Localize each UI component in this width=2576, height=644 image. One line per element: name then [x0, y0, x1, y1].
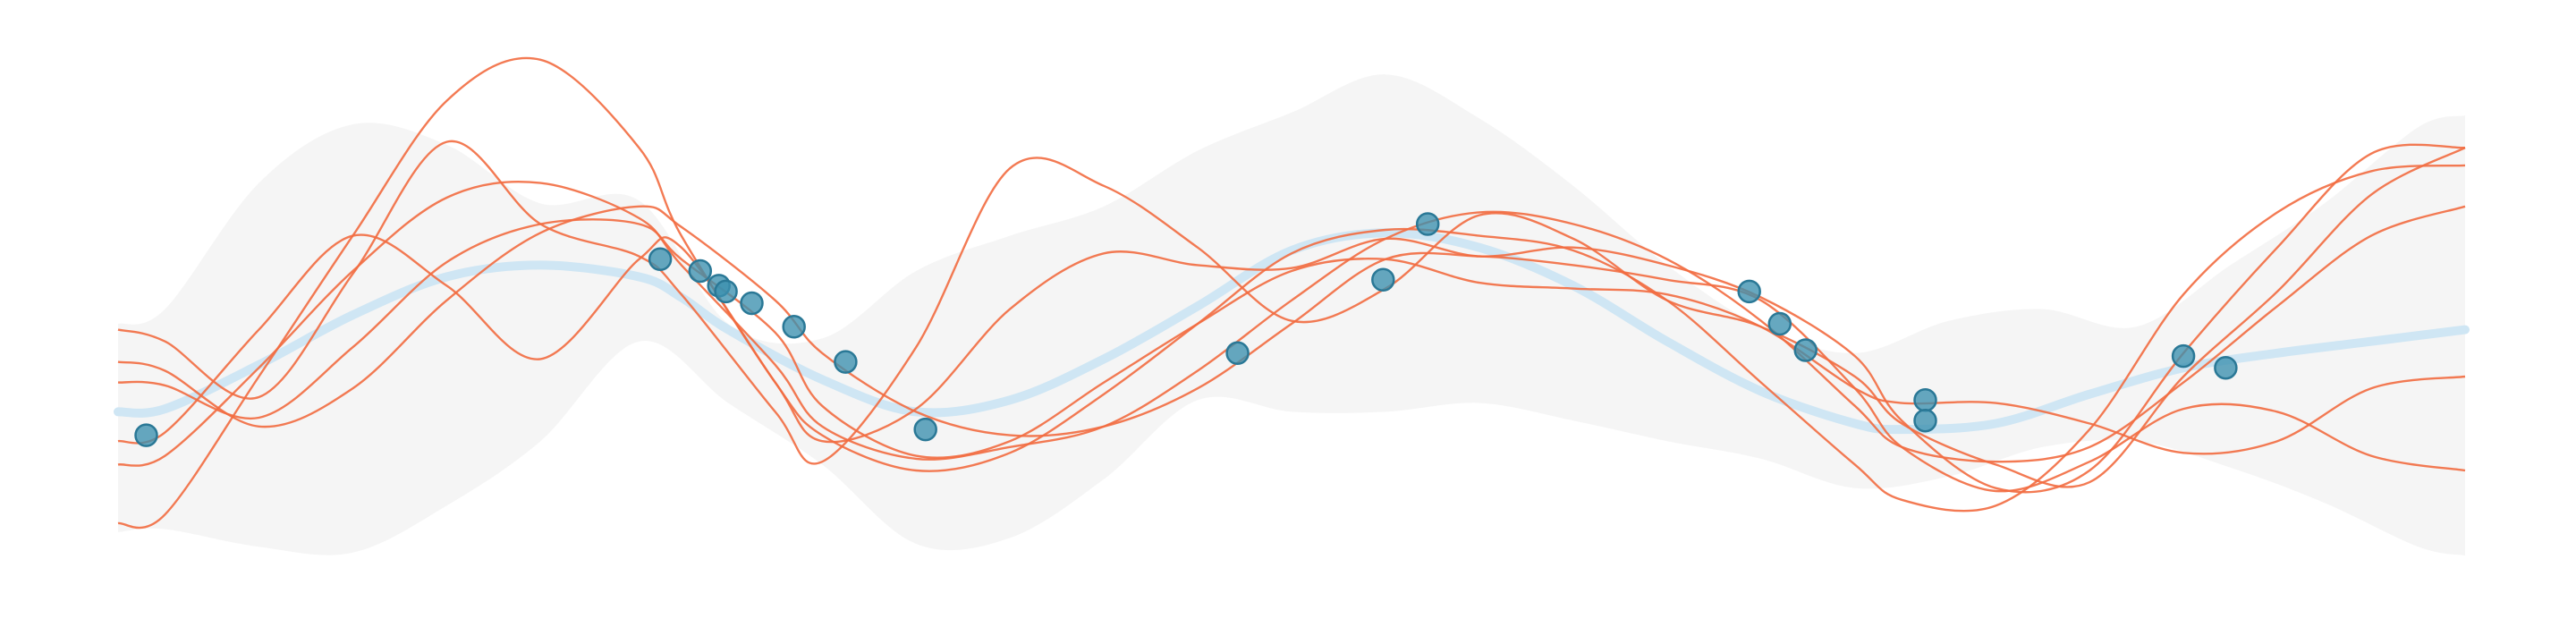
observation-marker-9 — [913, 417, 937, 442]
observation-marker-8 — [834, 350, 858, 374]
observation-point — [714, 279, 738, 304]
observation-marker-11 — [1371, 267, 1395, 292]
observation-marker-17 — [1913, 408, 1937, 433]
observation-marker-13 — [1737, 279, 1761, 304]
observation-point — [648, 247, 673, 272]
observation-marker-19 — [2214, 355, 2238, 380]
sample-curve-2 — [117, 181, 2466, 467]
observation-point — [834, 350, 858, 374]
sample-curve-5 — [117, 140, 2466, 488]
observation-marker-1 — [134, 423, 158, 447]
observation-point — [688, 258, 713, 284]
observation-marker-16 — [1913, 388, 1937, 412]
observation-point — [782, 315, 806, 339]
sample-curve-4 — [117, 218, 2466, 459]
sample-curve-6 — [117, 143, 2466, 494]
observation-marker-15 — [1793, 338, 1818, 362]
observation-marker-7 — [782, 315, 806, 339]
observation-point — [2171, 343, 2196, 369]
observation-marker-10 — [1225, 341, 1250, 366]
sample-curve-1 — [117, 56, 2466, 530]
observation-point — [1913, 408, 1937, 433]
observation-marker-3 — [688, 258, 713, 284]
observation-point — [1737, 279, 1761, 304]
observation-point — [1415, 212, 1440, 236]
observation-point — [913, 417, 937, 442]
observation-marker-5 — [714, 279, 738, 304]
observation-point — [740, 291, 764, 316]
observation-point — [1371, 267, 1395, 292]
observation-point — [1913, 388, 1937, 412]
observation-marker-12 — [1415, 212, 1440, 236]
observation-marker-14 — [1767, 311, 1792, 336]
observation-marker-18 — [2171, 343, 2196, 369]
observation-point — [134, 423, 158, 447]
confidence-band — [118, 74, 2465, 556]
observation-marker-2 — [648, 247, 673, 272]
observation-point — [1767, 311, 1792, 336]
observation-marker-6 — [740, 291, 764, 316]
observation-point — [1225, 341, 1250, 366]
mean-line — [114, 228, 2470, 435]
observation-point — [1793, 338, 1818, 362]
observation-point — [2214, 355, 2238, 380]
sample-curve-3 — [117, 205, 2466, 493]
